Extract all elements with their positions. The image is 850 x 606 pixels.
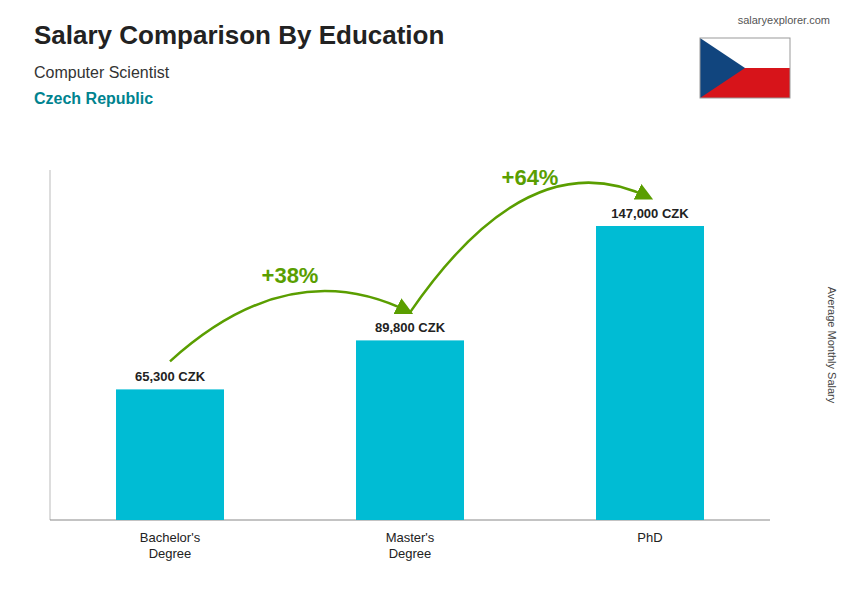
chart: Salary Comparison By Education Computer S… (0, 0, 850, 606)
chart-container: Salary Comparison By Education Computer S… (0, 0, 850, 606)
annotation: +38% (262, 263, 319, 288)
bars (116, 226, 704, 520)
data-label: 147,000 CZK (611, 206, 689, 221)
x-tick-label: Master'sDegree (386, 530, 435, 561)
bar (356, 340, 464, 520)
annotation: +64% (502, 165, 559, 190)
data-label: 89,800 CZK (375, 320, 446, 335)
x-tick-label: Bachelor'sDegree (140, 530, 201, 561)
subtitle: Computer Scientist (34, 64, 170, 81)
bar (596, 226, 704, 520)
x-tick-label: PhD (637, 530, 662, 545)
bar (116, 389, 224, 520)
change-arrow (170, 291, 410, 361)
data-label: 65,300 CZK (135, 369, 206, 384)
title: Salary Comparison By Education (34, 20, 444, 50)
flag (700, 38, 790, 98)
location: Czech Republic (34, 90, 153, 107)
flag-border (700, 38, 790, 98)
y-axis-line (50, 170, 51, 520)
y-axis-label: Average Monthly Salary (826, 287, 838, 404)
watermark: salaryexplorer.com (738, 14, 830, 26)
change-arrow (410, 183, 650, 313)
flag-blue (700, 38, 745, 98)
